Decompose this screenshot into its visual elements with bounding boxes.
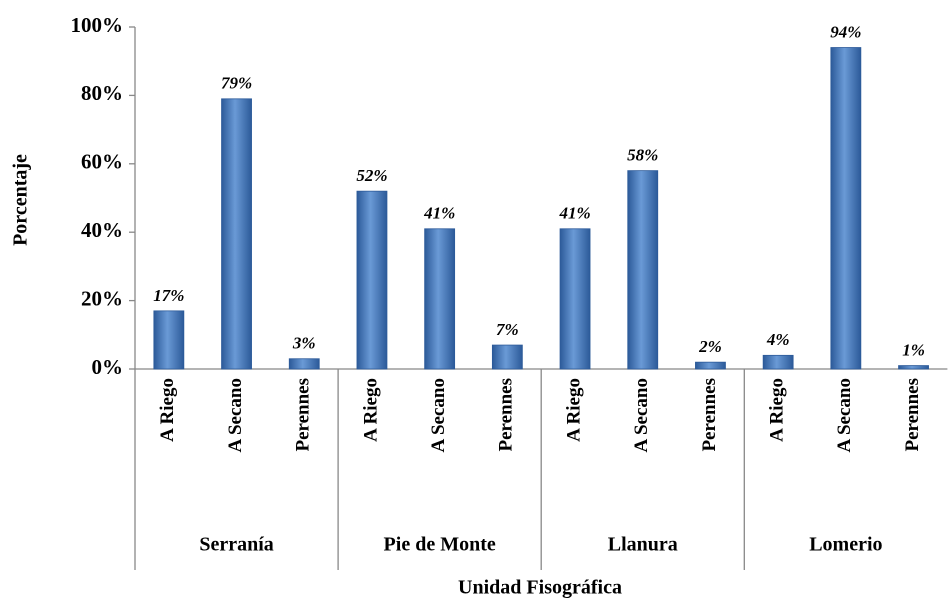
- x-tick-label: Perennes: [699, 378, 720, 452]
- value-label: 58%: [627, 146, 658, 165]
- group-label: Serranía: [199, 534, 273, 556]
- x-tick-label: A Riego: [360, 378, 381, 442]
- x-tick-label: Perennes: [496, 378, 517, 452]
- x-tick-label: A Riego: [767, 378, 788, 442]
- bar: [627, 170, 659, 370]
- bar: [356, 190, 388, 370]
- bar: [762, 354, 794, 370]
- y-tick-label: 20%: [81, 286, 123, 310]
- bar: [491, 344, 523, 370]
- value-label: 52%: [356, 166, 387, 185]
- x-tick-label: A Secano: [225, 378, 246, 452]
- y-tick-label: 40%: [81, 218, 123, 242]
- y-axis-title: Porcentaje: [10, 154, 32, 246]
- x-tick-label: A Riego: [157, 378, 178, 442]
- x-axis-title: Unidad Fisográfica: [458, 577, 622, 599]
- x-tick-label: A Secano: [631, 378, 652, 452]
- value-label: 2%: [698, 337, 722, 356]
- bar: [830, 47, 862, 370]
- bar: [221, 98, 252, 370]
- value-label: 41%: [558, 204, 590, 223]
- bar: [559, 228, 591, 370]
- value-label: 1%: [902, 340, 925, 359]
- y-tick-label: 60%: [81, 150, 123, 174]
- value-label: 4%: [766, 330, 790, 349]
- group-label: Llanura: [608, 534, 678, 556]
- bar: [424, 228, 456, 370]
- value-label: 3%: [292, 334, 316, 353]
- x-tick-label: Perennes: [293, 378, 314, 452]
- bar: [898, 365, 929, 370]
- y-tick-label: 100%: [71, 13, 124, 37]
- y-tick-label: 80%: [81, 81, 123, 105]
- x-tick-label: Perennes: [902, 378, 923, 452]
- bar: [695, 361, 726, 370]
- x-tick-label: A Secano: [428, 378, 449, 452]
- value-label: 7%: [496, 320, 519, 339]
- value-label: 17%: [153, 286, 184, 305]
- value-label: 79%: [221, 74, 252, 93]
- group-label: Pie de Monte: [384, 534, 496, 556]
- y-tick-label: 0%: [92, 355, 124, 379]
- x-tick-label: A Secano: [834, 378, 855, 452]
- x-tick-label: A Riego: [563, 378, 584, 442]
- value-label: 41%: [423, 204, 455, 223]
- value-label: 94%: [830, 22, 861, 41]
- bar: [288, 358, 320, 370]
- group-label: Lomerio: [809, 534, 882, 556]
- bar: [153, 310, 185, 370]
